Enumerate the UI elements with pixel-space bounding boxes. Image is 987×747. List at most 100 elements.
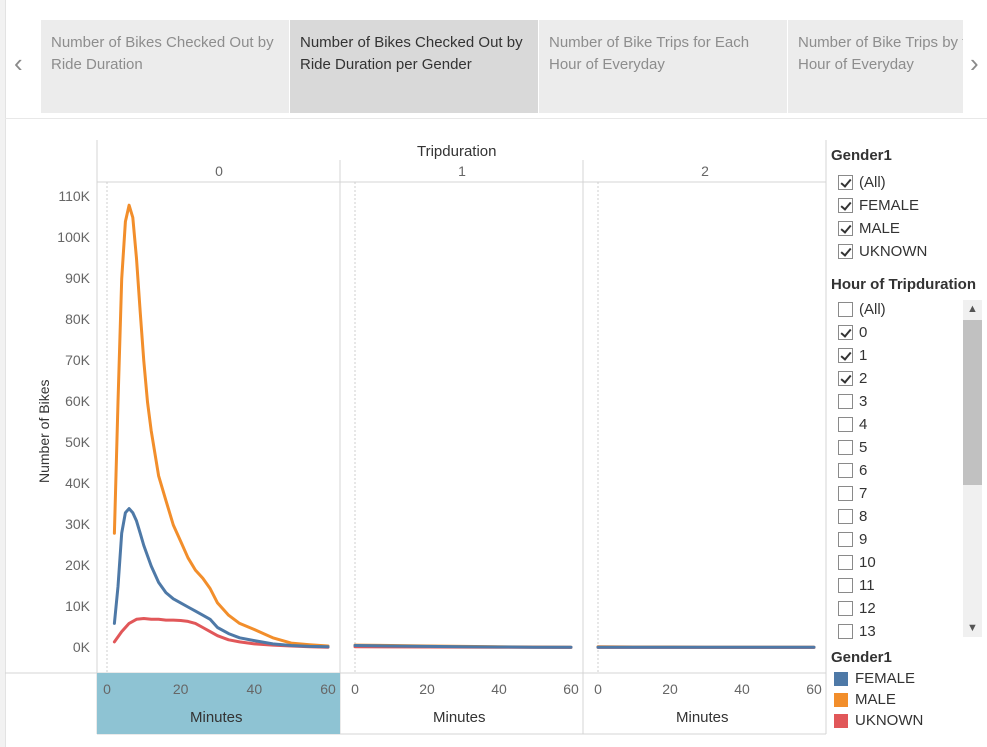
option-label: 10 xyxy=(859,553,876,571)
hour-filter-option[interactable]: 12 xyxy=(838,597,876,619)
series-line-female-panel-1 xyxy=(353,644,573,649)
checkbox[interactable] xyxy=(838,600,853,616)
legend-label: UKNOWN xyxy=(855,712,924,729)
option-label: 7 xyxy=(859,484,868,502)
x-tick-label: 20 xyxy=(419,681,435,697)
option-label: 13 xyxy=(859,622,876,640)
panel-header-0: 0 xyxy=(215,163,223,179)
checkbox[interactable] xyxy=(838,485,853,501)
chevron-left-icon[interactable]: ‹ xyxy=(14,48,23,78)
hour-filter-option[interactable]: 6 xyxy=(838,459,867,481)
checkbox[interactable] xyxy=(838,347,853,363)
hour-filter-title: Hour of Tripduration xyxy=(831,276,976,293)
checkbox[interactable] xyxy=(838,462,853,478)
checkbox[interactable] xyxy=(838,554,853,570)
y-tick-label: 70K xyxy=(65,352,90,368)
checkbox[interactable] xyxy=(838,508,853,524)
option-label: (All) xyxy=(859,300,886,318)
y-tick-label: 100K xyxy=(57,229,90,245)
gender-filter-option[interactable]: UKNOWN xyxy=(838,240,927,262)
option-label: 3 xyxy=(859,392,868,410)
legend-item[interactable]: UKNOWN xyxy=(834,710,923,731)
option-label: 8 xyxy=(859,507,868,525)
hour-filter-option[interactable]: 9 xyxy=(838,528,867,550)
x-axis-title-0: Minutes xyxy=(190,709,243,726)
hour-filter-option[interactable]: 2 xyxy=(838,367,867,389)
hour-filter-option[interactable]: 11 xyxy=(838,574,875,596)
y-tick-label: 80K xyxy=(65,311,90,327)
scroll-up-icon[interactable]: ▲ xyxy=(967,303,978,315)
hour-filter-option[interactable]: 4 xyxy=(838,413,867,435)
hour-filter-option[interactable]: 3 xyxy=(838,390,867,412)
hour-filter-option[interactable]: 13 xyxy=(838,620,876,642)
legend-label: FEMALE xyxy=(855,670,916,687)
checkbox[interactable] xyxy=(838,577,853,593)
checkbox[interactable] xyxy=(838,416,853,432)
tab-label: Number of Bike Trips for Each Hour of Ev… xyxy=(549,34,750,73)
hour-filter-option[interactable]: 8 xyxy=(838,505,867,527)
legend-swatch xyxy=(834,692,848,707)
tab-label: Number of Bike Trips by for Every Hour o… xyxy=(798,34,963,73)
tab-ride-duration[interactable]: Number of Bikes Checked Out by Ride Dura… xyxy=(41,20,289,113)
x-tick-label: 40 xyxy=(491,681,507,697)
x-tick-label: 40 xyxy=(734,681,750,697)
x-tick-label: 0 xyxy=(351,681,359,697)
x-tick-label: 40 xyxy=(246,681,263,697)
x-tick-label: 20 xyxy=(662,681,678,697)
series-line-male-panel-1 xyxy=(353,643,573,649)
legend-swatch xyxy=(834,671,848,686)
tab-ride-duration-gender[interactable]: Number of Bikes Checked Out by Ride Dura… xyxy=(290,20,538,113)
hour-filter-option[interactable]: (All) xyxy=(838,298,886,320)
x-tick-label: 0 xyxy=(594,681,602,697)
gender-filter-option[interactable]: MALE xyxy=(838,217,900,239)
series-line-female-panel-0 xyxy=(112,507,330,649)
option-label: 12 xyxy=(859,599,876,617)
y-tick-label: 40K xyxy=(65,475,90,491)
x-tick-label: 0 xyxy=(103,681,111,697)
scroll-down-icon[interactable]: ▼ xyxy=(967,622,978,634)
option-label: (All) xyxy=(859,173,886,191)
hour-filter-option[interactable]: 1 xyxy=(838,344,867,366)
option-label: 2 xyxy=(859,369,868,387)
option-label: 1 xyxy=(859,346,868,364)
x-tick-label: 60 xyxy=(320,681,336,697)
checkbox[interactable] xyxy=(838,370,853,386)
tab-label: Number of Bikes Checked Out by Ride Dura… xyxy=(51,34,274,73)
selected-minutes-header[interactable] xyxy=(97,673,340,734)
checkbox[interactable] xyxy=(838,243,853,259)
checkbox[interactable] xyxy=(838,324,853,340)
series-line-male-panel-0 xyxy=(112,203,330,648)
checkbox[interactable] xyxy=(838,220,853,236)
legend-item[interactable]: MALE xyxy=(834,689,896,710)
tab-hour-everyday[interactable]: Number of Bike Trips for Each Hour of Ev… xyxy=(539,20,787,113)
gender-filter-title: Gender1 xyxy=(831,147,892,164)
story-tabs: Number of Bikes Checked Out by Ride Dura… xyxy=(41,20,963,113)
checkbox[interactable] xyxy=(838,197,853,213)
chevron-right-icon[interactable]: › xyxy=(970,48,979,78)
hour-filter-option[interactable]: 0 xyxy=(838,321,867,343)
option-label: 5 xyxy=(859,438,868,456)
option-label: 4 xyxy=(859,415,868,433)
hour-filter-option[interactable]: 7 xyxy=(838,482,867,504)
checkbox[interactable] xyxy=(838,531,853,547)
filter-scrollbar-thumb[interactable] xyxy=(963,320,982,485)
tab-every-hour[interactable]: Number of Bike Trips by for Every Hour o… xyxy=(788,20,963,113)
checkbox[interactable] xyxy=(838,393,853,409)
checkbox[interactable] xyxy=(838,623,853,639)
legend-label: MALE xyxy=(855,691,896,708)
x-axis-title-1: Minutes xyxy=(433,709,486,726)
gender-filter-option[interactable]: FEMALE xyxy=(838,194,919,216)
hour-filter-option[interactable]: 10 xyxy=(838,551,876,573)
y-tick-label: 60K xyxy=(65,393,90,409)
legend-item[interactable]: FEMALE xyxy=(834,668,915,689)
legend-swatch xyxy=(834,713,848,728)
option-label: 11 xyxy=(859,576,875,594)
panel-header-1: 1 xyxy=(458,163,466,179)
checkbox[interactable] xyxy=(838,439,853,455)
checkbox[interactable] xyxy=(838,174,853,190)
gender-filter-option[interactable]: (All) xyxy=(838,171,886,193)
y-tick-label: 30K xyxy=(65,516,90,532)
hour-filter-option[interactable]: 5 xyxy=(838,436,867,458)
x-tick-label: 20 xyxy=(172,681,189,697)
checkbox[interactable] xyxy=(838,301,853,317)
